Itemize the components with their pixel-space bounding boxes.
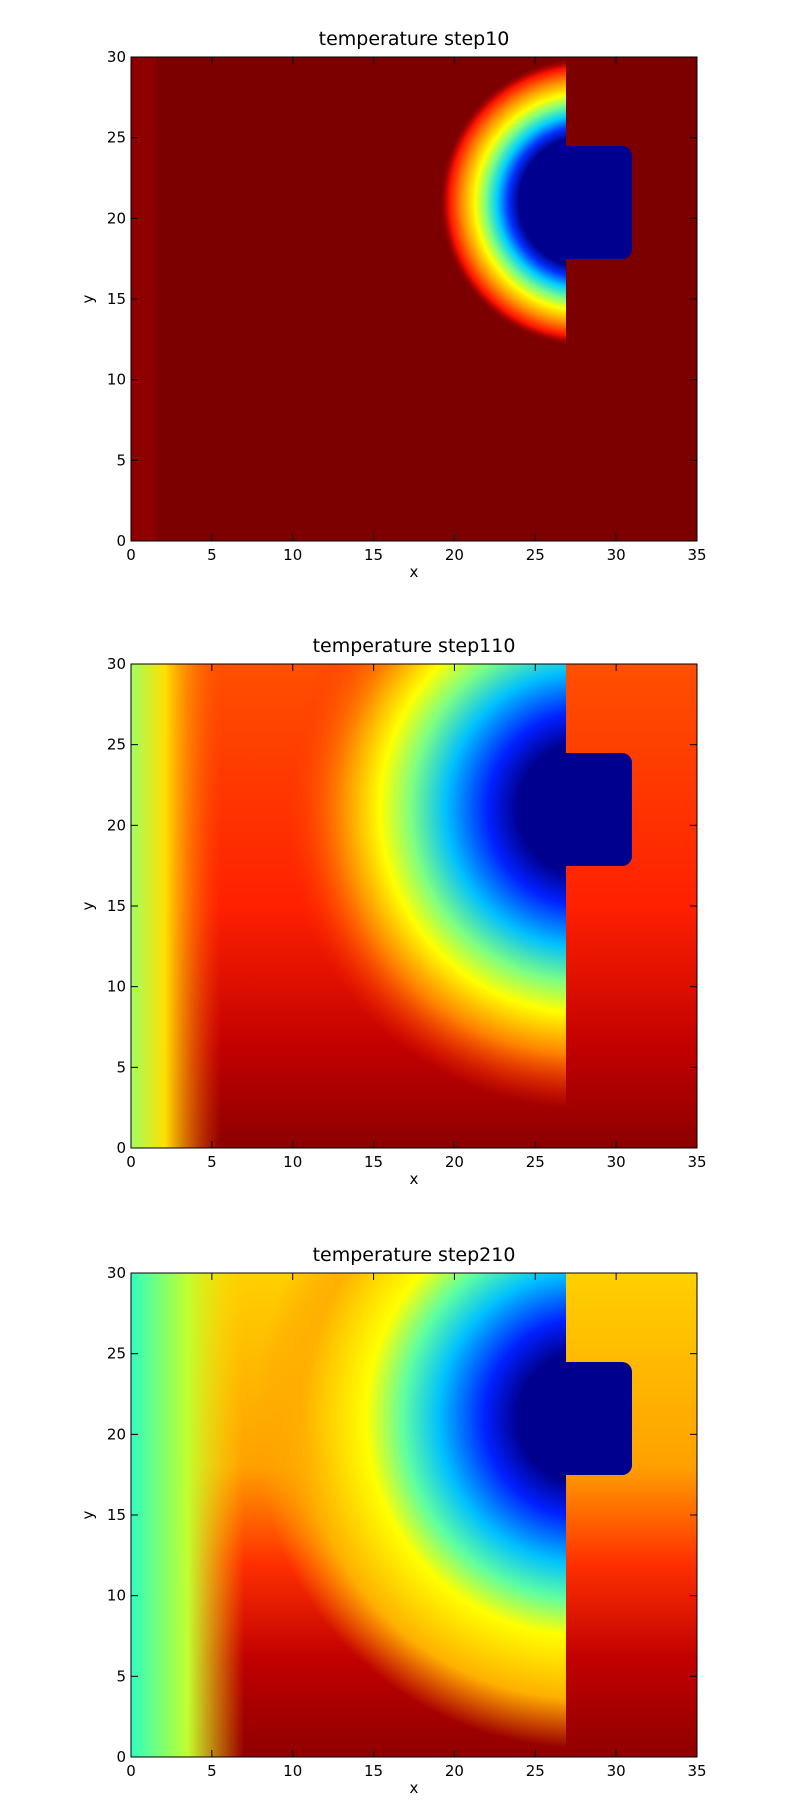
y-tick-label: 5 [116, 451, 126, 469]
field [131, 664, 566, 1148]
y-tick-label: 15 [107, 290, 126, 308]
y-tick-label: 15 [107, 1506, 126, 1524]
x-tick-label: 25 [526, 1762, 545, 1780]
y-tick-label: 25 [107, 1345, 126, 1363]
x-tick-label: 30 [607, 1153, 626, 1171]
y-tick-label: 30 [107, 48, 126, 66]
y-tick-label: 20 [107, 209, 126, 227]
x-tick-label: 5 [207, 546, 217, 564]
x-tick-label: 30 [607, 1762, 626, 1780]
y-axis-label: y [79, 901, 97, 910]
x-tick-label: 25 [526, 546, 545, 564]
y-tick-label: 0 [116, 1139, 126, 1157]
y-tick-label: 10 [107, 371, 126, 389]
plot-area [131, 664, 697, 1148]
x-tick-label: 5 [207, 1153, 217, 1171]
chart-title: temperature step110 [313, 635, 516, 657]
x-tick-label: 10 [283, 1153, 302, 1171]
y-tick-label: 0 [116, 1748, 126, 1766]
y-tick-label: 25 [107, 736, 126, 754]
x-tick-label: 5 [207, 1762, 217, 1780]
x-tick-label: 0 [126, 546, 136, 564]
y-tick-label: 5 [116, 1667, 126, 1685]
plot-area [131, 57, 697, 541]
y-tick-label: 30 [107, 655, 126, 673]
y-axis-label: y [79, 294, 97, 303]
cold-block [543, 1362, 632, 1475]
x-tick-label: 20 [445, 546, 464, 564]
x-tick-label: 10 [283, 546, 302, 564]
y-tick-label: 25 [107, 129, 126, 147]
x-tick-label: 30 [607, 546, 626, 564]
y-tick-label: 20 [107, 816, 126, 834]
y-tick-label: 0 [116, 532, 126, 550]
x-tick-label: 15 [364, 1153, 383, 1171]
y-tick-label: 10 [107, 1587, 126, 1605]
y-tick-label: 5 [116, 1058, 126, 1076]
x-tick-label: 0 [126, 1762, 136, 1780]
plot-area [131, 1273, 697, 1757]
field [131, 57, 566, 541]
chart-title: temperature step10 [319, 28, 510, 50]
x-tick-label: 15 [364, 1762, 383, 1780]
x-axis-label: x [410, 563, 419, 581]
y-axis-label: y [79, 1510, 97, 1519]
cold-block [543, 146, 632, 259]
x-axis-label: x [410, 1779, 419, 1797]
chart-title: temperature step210 [313, 1244, 516, 1266]
x-tick-label: 10 [283, 1762, 302, 1780]
x-tick-label: 35 [687, 1762, 706, 1780]
x-axis-label: x [410, 1170, 419, 1188]
x-tick-label: 15 [364, 546, 383, 564]
x-tick-label: 20 [445, 1762, 464, 1780]
cold-block [543, 753, 632, 866]
x-tick-label: 35 [687, 1153, 706, 1171]
y-tick-label: 30 [107, 1264, 126, 1282]
x-tick-label: 25 [526, 1153, 545, 1171]
x-tick-label: 0 [126, 1153, 136, 1171]
y-tick-label: 15 [107, 897, 126, 915]
field [131, 1273, 566, 1757]
y-tick-label: 20 [107, 1425, 126, 1443]
x-tick-label: 20 [445, 1153, 464, 1171]
x-tick-label: 35 [687, 546, 706, 564]
y-tick-label: 10 [107, 978, 126, 996]
